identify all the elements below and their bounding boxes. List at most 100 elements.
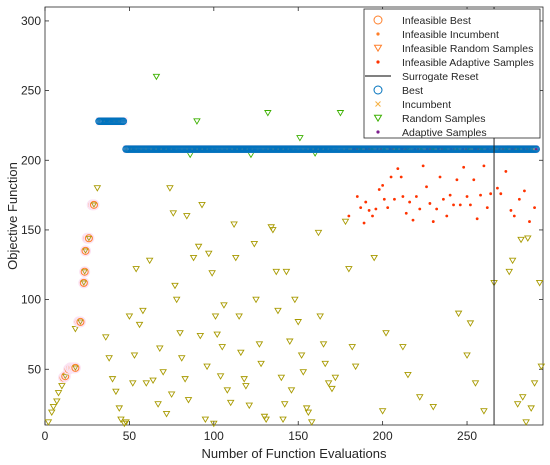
random-sample-point	[316, 313, 324, 320]
random-sample-point	[508, 257, 517, 265]
random-sample-point	[208, 270, 216, 277]
legend-label: Infeasible Random Samples	[402, 43, 533, 55]
legend-marker-dot-icon	[376, 32, 380, 36]
random-sample-point	[201, 416, 210, 424]
random-sample-point	[471, 380, 480, 387]
infeasible-adaptive-point	[408, 200, 412, 204]
random-sample-point	[231, 254, 240, 262]
infeasible-best-sample-marker	[80, 280, 87, 286]
random-sample-point	[166, 185, 174, 192]
infeasible-best-point	[80, 267, 89, 276]
infeasible-adaptive-point	[355, 195, 359, 198]
x-tick-label: 200	[373, 429, 393, 443]
infeasible-adaptive-point	[404, 211, 408, 215]
random-sample-point	[172, 296, 181, 304]
random-sample-point	[324, 380, 333, 387]
infeasible-adaptive-point	[504, 170, 508, 173]
infeasible-adaptive-point	[371, 214, 374, 218]
random-sample-point	[93, 185, 102, 192]
random-sample-point	[154, 401, 162, 408]
infeasible-adaptive-point	[425, 185, 428, 189]
infeasible-best-sample-marker	[77, 319, 84, 325]
infeasible-adaptive-point	[374, 207, 378, 211]
random-sample-point	[345, 266, 353, 273]
random-sample-point	[279, 416, 287, 424]
legend-item: Incumbent	[375, 99, 451, 111]
random-samples-series	[44, 73, 546, 428]
infeasible-adaptive-point	[396, 167, 400, 171]
random-sample-point	[49, 404, 58, 411]
random-sample-point	[181, 376, 189, 383]
random-sample-point	[108, 376, 117, 383]
legend-item: Infeasible Random Samples	[373, 43, 533, 55]
x-tick-label: 250	[457, 429, 477, 443]
infeasible-adaptive-point	[517, 197, 521, 201]
infeasible-adaptive-point	[469, 203, 472, 207]
y-tick-label: 250	[21, 84, 41, 98]
random-sample-point	[280, 401, 289, 408]
infeasible-adaptive-point	[512, 214, 516, 218]
random-sample-point	[132, 266, 140, 273]
best-point	[532, 145, 540, 153]
infeasible-adaptive-point	[499, 192, 503, 196]
legend-label: Best	[402, 85, 423, 97]
random-sample-point	[122, 419, 130, 426]
random-sample-point	[319, 341, 328, 348]
infeasible-adaptive-point	[455, 178, 459, 182]
random-sample-point	[351, 363, 360, 371]
random-sample-point	[535, 280, 544, 287]
infeasible-adaptive-point	[382, 197, 386, 201]
random-sample-point	[216, 373, 225, 380]
random-sample-point	[220, 302, 228, 309]
random-sample-point	[415, 394, 424, 401]
y-axis-label: Objective Function	[5, 162, 20, 270]
random-sample-point	[294, 319, 303, 326]
random-sample-point	[235, 313, 243, 320]
random-sample-point	[226, 399, 235, 407]
random-sample-point	[285, 338, 294, 345]
random-sample-point	[399, 344, 407, 351]
legend-marker-x-icon	[375, 101, 381, 107]
infeasible-best-sample-marker	[81, 269, 88, 275]
random-sample-point	[272, 268, 281, 276]
best-point	[119, 117, 128, 126]
random-sample-point	[47, 409, 56, 417]
legend-item: Best	[373, 85, 423, 97]
random-sample-point	[210, 420, 218, 428]
random-sample-point	[277, 374, 286, 382]
random-sample-point	[530, 380, 539, 387]
random-sample-point	[142, 380, 151, 387]
x-tick-label: 0	[42, 429, 49, 443]
infeasible-adaptive-point	[362, 221, 366, 225]
random-sample-point	[130, 352, 139, 359]
infeasible-adaptive-point	[475, 217, 479, 221]
infeasible-adaptive-point	[465, 195, 469, 198]
random-sample-point	[527, 405, 535, 412]
infeasible-adaptive-point	[479, 193, 482, 197]
legend-label: Infeasible Adaptive Samples	[402, 57, 534, 69]
random-sample-point	[287, 387, 296, 394]
random-sample-point	[230, 221, 238, 228]
random-sample-point	[517, 236, 525, 244]
legend-marker-triangle-icon	[373, 114, 383, 123]
random-sample-point	[171, 282, 179, 290]
random-sample-point	[245, 402, 254, 410]
legend: Infeasible Best Infeasible Incumbent Infea…	[363, 8, 541, 139]
infeasible-adaptive-point	[485, 206, 489, 210]
infeasible-adaptive-point	[489, 192, 493, 196]
random-sample-point	[466, 320, 475, 327]
random-sample-point	[480, 408, 488, 415]
random-sample-point	[211, 313, 220, 320]
legend-label: Random Samples	[402, 113, 485, 125]
axis-ticks: 0 50 100 150 200 250 50 100 150 200 250 300	[21, 7, 543, 443]
random-sample-point	[223, 387, 232, 394]
infeasible-adaptive-point	[472, 178, 476, 182]
legend-marker-circle-icon	[373, 15, 383, 25]
random-sample-point	[193, 118, 201, 125]
legend-box	[363, 8, 541, 139]
random-sample-point	[524, 235, 532, 242]
random-sample-point	[382, 330, 390, 337]
infeasible-best-point	[84, 234, 93, 243]
infeasible-best-sample-marker	[82, 248, 89, 254]
random-sample-point	[184, 397, 193, 404]
